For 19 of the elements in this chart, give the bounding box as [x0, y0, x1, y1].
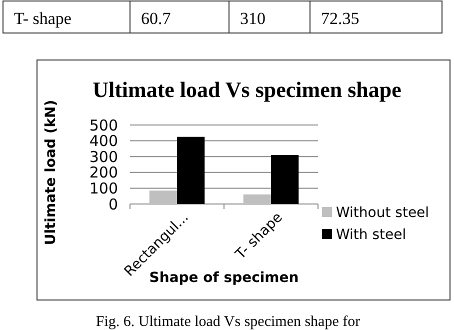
bar: [149, 190, 177, 204]
legend-label: Without steel: [336, 205, 430, 221]
y-axis-title: Ultimate load (kN): [43, 100, 59, 246]
text: 60.7: [141, 9, 172, 28]
y-tick-label: 200: [89, 164, 118, 182]
y-tick-label: 100: [89, 179, 118, 198]
bar: [271, 155, 299, 204]
y-tick-label: 400: [89, 132, 118, 150]
legend-label: With steel: [336, 227, 406, 243]
y-tick-label: 300: [89, 148, 118, 166]
caption: Fig. 6. Ultimate load Vs specimen shape for: [96, 314, 360, 330]
text: 310: [240, 9, 266, 28]
y-tick-label: 0: [108, 195, 118, 214]
text: T- shape: [14, 9, 72, 28]
bar: [243, 194, 271, 204]
text: 72.35: [321, 9, 360, 28]
y-tick-label: 500: [89, 116, 118, 134]
bar: [177, 136, 205, 204]
chart-title: Ultimate load Vs specimen shape: [92, 77, 402, 102]
